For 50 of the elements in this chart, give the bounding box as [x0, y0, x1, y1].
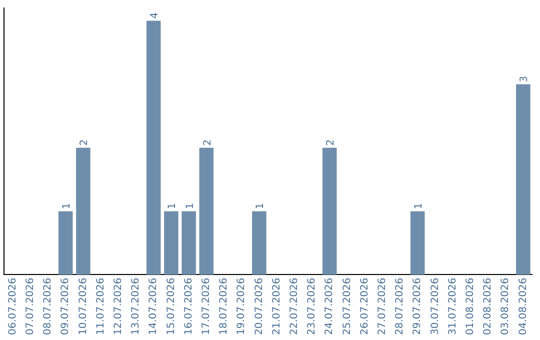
bar — [199, 148, 214, 275]
x-tick-label: 27.07.2026 — [376, 278, 388, 336]
bar — [146, 20, 161, 275]
x-tick-label: 31.07.2026 — [447, 278, 458, 336]
data-label: 2 — [326, 139, 337, 146]
x-tick-label: 26.07.2026 — [359, 278, 370, 336]
x-tick-label: 15.07.2026 — [166, 278, 177, 336]
x-tick-label: 24.07.2026 — [324, 278, 336, 336]
x-tick-label: 28.07.2026 — [394, 278, 406, 336]
bar — [164, 211, 178, 275]
x-tick-label: 29.07.2026 — [412, 278, 424, 336]
bar — [182, 211, 196, 275]
data-label: 2 — [202, 139, 214, 146]
x-tick-label: 14.07.2026 — [148, 278, 160, 336]
x-tick-label: 23.07.2026 — [306, 278, 318, 336]
x-tick-label: 04.08.2026 — [518, 278, 529, 336]
x-tick-label: 17.07.2026 — [200, 278, 212, 336]
x-tick-label: 02.08.2026 — [482, 278, 494, 336]
bar — [516, 84, 530, 275]
x-tick-label: 08.07.2026 — [42, 278, 54, 336]
x-tick-label: 13.07.2026 — [130, 278, 142, 336]
x-tick-label: 07.07.2026 — [24, 278, 36, 336]
x-tick-label: 18.07.2026 — [218, 278, 230, 336]
data-label: 1 — [167, 202, 178, 210]
data-label: 3 — [519, 76, 530, 82]
data-label: 1 — [62, 202, 73, 210]
data-label: 1 — [255, 202, 266, 210]
x-tick-label: 12.07.2026 — [112, 278, 124, 336]
bar — [76, 148, 90, 275]
x-tick-label: 19.07.2026 — [236, 278, 248, 336]
bar — [58, 211, 73, 275]
x-tick-label: 01.08.2026 — [464, 278, 476, 336]
bar — [252, 211, 266, 275]
x-tick-label: 10.07.2026 — [78, 278, 89, 336]
data-label: 4 — [150, 12, 161, 19]
data-label: 2 — [79, 139, 90, 146]
x-tick-label: 25.07.2026 — [342, 278, 353, 336]
x-tick-label: 06.07.2026 — [7, 278, 18, 336]
data-label: 1 — [184, 202, 196, 210]
x-tick-label: 11.07.2026 — [95, 278, 106, 336]
x-tick-label: 21.07.2026 — [271, 278, 282, 336]
bar — [322, 148, 337, 275]
x-tick-label: 16.07.2026 — [183, 278, 194, 336]
x-tick-label: 22.07.2026 — [288, 278, 300, 336]
data-label: 1 — [414, 202, 425, 210]
bar — [410, 211, 425, 275]
x-tick-label: 20.07.2026 — [254, 278, 265, 336]
x-tick-label: 09.07.2026 — [60, 278, 72, 336]
x-tick-label: 30.07.2026 — [430, 278, 441, 336]
x-tick-label: 03.08.2026 — [500, 278, 512, 336]
